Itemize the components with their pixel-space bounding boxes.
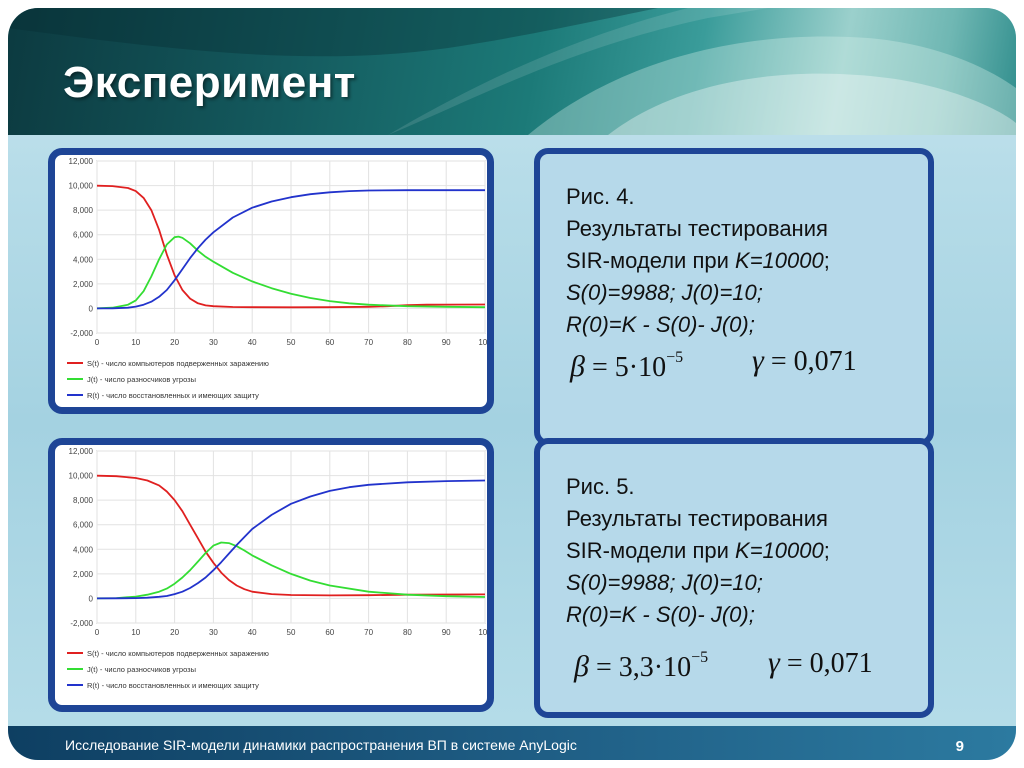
legend-label: S(t) - число компьютеров подверженных за…: [87, 649, 269, 658]
y-tick-label: 10,000: [69, 182, 94, 191]
caption-line4-text: R(0)=K - S(0)- J(0);: [566, 312, 755, 337]
y-tick-label: 6,000: [73, 231, 94, 240]
chart-fig5: -2,00002,0004,0006,0008,00010,00012,0000…: [67, 447, 487, 690]
x-tick-label: 20: [170, 628, 179, 637]
y-tick-label: 8,000: [73, 206, 94, 215]
x-tick-label: 30: [209, 338, 218, 347]
x-tick-label: 90: [442, 628, 451, 637]
y-tick-label: 8,000: [73, 496, 94, 505]
x-tick-label: 20: [170, 338, 179, 347]
caption-line2-italic: K=10000: [735, 248, 824, 273]
slide: Эксперимент -2,000 0 2,000 4,000 6,000 8,000 1…: [8, 8, 1016, 760]
legend-label: J(t) - число разносчиков угрозы: [87, 665, 196, 674]
x-tick-label: 0: [95, 628, 100, 637]
beta-formula: β = 5·10−5: [570, 348, 684, 383]
series-line-2: [96, 189, 485, 310]
series-line-1: [96, 235, 486, 310]
y-tick-label: -2,000: [70, 619, 93, 628]
y-tick-label: 2,000: [73, 570, 94, 579]
caption-line3-text: S(0)=9988; J(0)=10;: [566, 570, 763, 595]
beta-value: = 5·10: [591, 352, 667, 383]
legend-label: J(t) - число разносчиков угрозы: [87, 375, 196, 384]
caption-line2-italic: K=10000: [735, 538, 824, 563]
x-tick-label: 70: [364, 628, 373, 637]
gamma-value: = 0,071: [770, 346, 857, 377]
caption-card-fig5: Рис. 5. Результаты тестирования SIR-моде…: [534, 438, 934, 718]
y-tick-label: 0: [89, 304, 94, 313]
caption-line3: S(0)=9988; J(0)=10;: [566, 282, 763, 304]
x-tick-label: 90: [442, 338, 451, 347]
caption-fig-label: Рис. 4.: [566, 184, 635, 209]
x-tick-label: 10: [131, 628, 140, 637]
caption-line2-prefix: SIR-модели при: [566, 248, 736, 273]
caption-line4: R(0)=K - S(0)- J(0);: [566, 314, 755, 336]
caption-line2: SIR-модели при K=10000;: [566, 540, 830, 562]
x-tick-label: 0: [95, 338, 100, 347]
caption-line2: SIR-модели при K=10000;: [566, 250, 830, 272]
y-tick-label: 12,000: [69, 447, 94, 456]
gamma-symbol: γ: [752, 344, 764, 377]
chart-fig4: -2,00002,0004,0006,0008,00010,00012,0000…: [67, 157, 487, 400]
x-tick-label: 60: [325, 338, 334, 347]
header-banner: Эксперимент: [8, 8, 1016, 135]
caption-line3-text: S(0)=9988; J(0)=10;: [566, 280, 763, 305]
caption-line4-text: R(0)=K - S(0)- J(0);: [566, 602, 755, 627]
y-tick-label: 12,000: [69, 157, 94, 166]
x-tick-label: 80: [403, 628, 412, 637]
beta-formula: β = 3,3·10−5: [574, 648, 709, 683]
y-tick-label: 10,000: [69, 472, 94, 481]
caption-line2-suffix: ;: [823, 538, 830, 563]
caption-fig-label: Рис. 5.: [566, 474, 635, 499]
x-tick-label: 10: [131, 338, 140, 347]
gamma-value: = 0,071: [786, 648, 873, 679]
caption-line2-suffix: ;: [823, 248, 830, 273]
x-tick-label: 80: [403, 338, 412, 347]
caption-line4: R(0)=K - S(0)- J(0);: [566, 604, 755, 626]
x-tick-label: 40: [248, 338, 257, 347]
footer-text: Исследование SIR-модели динамики распрос…: [65, 737, 577, 753]
page-title: Эксперимент: [63, 58, 356, 107]
caption-line2-prefix: SIR-модели при: [566, 538, 736, 563]
header-wave-decoration: [8, 8, 1016, 135]
x-tick-label: 60: [325, 628, 334, 637]
beta-symbol: β: [574, 650, 589, 683]
footer-bar: Исследование SIR-модели динамики распрос…: [8, 726, 1016, 760]
x-tick-label: 50: [287, 338, 296, 347]
caption-line3: S(0)=9988; J(0)=10;: [566, 572, 763, 594]
x-tick-label: 70: [364, 338, 373, 347]
caption-card-fig4: Рис. 4. Результаты тестирования SIR-моде…: [534, 148, 934, 446]
x-tick-label: 30: [209, 628, 218, 637]
gamma-formula: γ = 0,071: [752, 346, 857, 376]
series-line-1: [96, 541, 486, 600]
chart-card-fig5: -2,000 0 2,000 4,000 6,000 8,000 10,000 12,000 0…: [48, 438, 494, 712]
y-tick-label: -2,000: [70, 329, 93, 338]
chart-card-fig4: -2,000 0 2,000 4,000 6,000 8,000 10,000 12,000 0…: [48, 148, 494, 414]
x-tick-label: 50: [287, 628, 296, 637]
beta-symbol: β: [570, 350, 585, 383]
x-tick-label: 100: [478, 338, 487, 347]
beta-value: = 3,3·10: [595, 652, 692, 683]
beta-exponent: −5: [691, 648, 709, 666]
y-tick-label: 4,000: [73, 545, 94, 554]
page-number: 9: [955, 738, 964, 755]
x-tick-label: 40: [248, 628, 257, 637]
gamma-symbol: γ: [768, 646, 780, 679]
x-tick-label: 100: [478, 628, 487, 637]
legend-label: S(t) - число компьютеров подверженных за…: [87, 359, 269, 368]
caption-line1: Результаты тестирования: [566, 506, 828, 531]
legend-label: R(t) - число восстановленных и имеющих з…: [87, 391, 259, 400]
legend-label: R(t) - число восстановленных и имеющих з…: [87, 681, 259, 690]
y-tick-label: 0: [89, 594, 94, 603]
series-line-0: [96, 474, 486, 597]
y-tick-label: 6,000: [73, 521, 94, 530]
series-line-2: [96, 479, 486, 600]
y-tick-label: 2,000: [73, 280, 94, 289]
gamma-formula: γ = 0,071: [768, 648, 873, 678]
beta-exponent: −5: [666, 348, 684, 366]
caption-line1: Результаты тестирования: [566, 216, 828, 241]
y-tick-label: 4,000: [73, 255, 94, 264]
